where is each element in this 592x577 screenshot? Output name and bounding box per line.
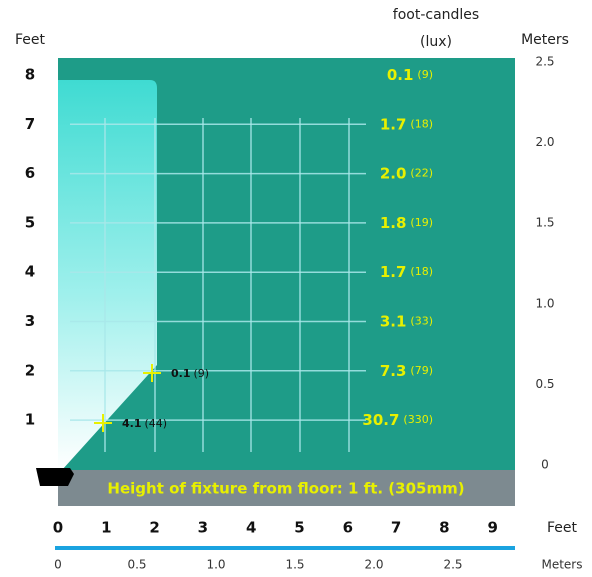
feet-label: 2	[149, 519, 159, 537]
feet-label: 7	[391, 519, 401, 537]
feet-label: 3	[198, 519, 208, 537]
meters-label: 2.0	[364, 558, 383, 572]
lux-value: (9)	[417, 68, 433, 81]
lux-value: (330)	[403, 413, 433, 426]
lux-value: (33)	[410, 315, 433, 328]
fc-value: 1.8	[380, 213, 407, 231]
lux-value: (9)	[194, 367, 210, 380]
feet-label: 5	[25, 213, 35, 231]
edge-reading: 0.1 (9)	[171, 367, 209, 380]
meters-label: 0	[54, 558, 62, 572]
reading: 30.7 (330)	[362, 411, 433, 429]
fixture	[36, 468, 74, 486]
reading: 2.0 (22)	[380, 164, 433, 182]
lux-value: (44)	[145, 417, 168, 430]
lux-value: (79)	[410, 364, 433, 377]
meters-label: 2.5	[443, 558, 462, 572]
floor-bar	[58, 470, 515, 506]
lux-value: (22)	[410, 167, 433, 180]
fc-value: 1.7	[380, 263, 407, 281]
feet-label: 6	[25, 164, 35, 182]
bottom-feet-title: Feet	[547, 520, 578, 536]
fc-value: 3.1	[380, 312, 407, 330]
meters-label: 1.0	[206, 558, 225, 572]
feet-label: 1	[101, 519, 111, 537]
feet-label: 1	[25, 411, 35, 429]
feet-label: 0	[53, 519, 63, 537]
feet-label: 3	[25, 312, 35, 330]
grid	[70, 118, 366, 452]
fc-value: 0.1	[387, 66, 414, 84]
feet-label: 5	[294, 519, 304, 537]
fc-title: foot-candles	[393, 7, 479, 23]
meters-label: 0	[541, 458, 549, 472]
meters-label: 0.5	[535, 377, 554, 391]
feet-label: 4	[25, 263, 35, 281]
reading: 7.3 (79)	[380, 361, 433, 379]
feet-label: 8	[25, 66, 35, 84]
fc-value: 30.7	[362, 411, 399, 429]
meters-label: 1.0	[535, 296, 554, 310]
fc-value: 7.3	[380, 361, 407, 379]
meters-title: Meters	[521, 32, 569, 48]
meters-label: 0.5	[127, 558, 146, 572]
feet-label: 2	[25, 361, 35, 379]
fc-value: 2.0	[380, 164, 407, 182]
fc-value: 4.1	[122, 417, 142, 430]
meters-label: 2.5	[535, 55, 554, 69]
meters-label: 1.5	[535, 216, 554, 230]
feet-label: 7	[25, 115, 35, 133]
marker	[143, 364, 161, 382]
feet-label: 8	[439, 519, 449, 537]
feet-label: 6	[343, 519, 353, 537]
reading: 1.8 (19)	[380, 213, 433, 231]
feet-label: 9	[487, 519, 497, 537]
light-beam	[58, 80, 157, 470]
reading: 3.1 (33)	[380, 312, 433, 330]
lux-value: (18)	[410, 265, 433, 278]
edge-reading: 4.1 (44)	[122, 417, 167, 430]
feet-label: 4	[246, 519, 256, 537]
meters-label: 1.5	[285, 558, 304, 572]
lux-value: (18)	[410, 117, 433, 130]
lux-value: (19)	[410, 216, 433, 229]
meters-label: 2.0	[535, 135, 554, 149]
marker	[94, 414, 112, 432]
feet-title: Feet	[15, 32, 46, 48]
reading: 1.7 (18)	[380, 263, 433, 281]
fc-value: 0.1	[171, 367, 191, 380]
fixture-height: Height of fixture from floor: 1 ft. (305…	[107, 480, 464, 498]
reading: 1.7 (18)	[380, 115, 433, 133]
bottom-meters-title: Meters	[541, 558, 582, 572]
reading: 0.1 (9)	[387, 66, 433, 84]
lux-title: (lux)	[420, 34, 452, 50]
fc-value: 1.7	[380, 115, 407, 133]
